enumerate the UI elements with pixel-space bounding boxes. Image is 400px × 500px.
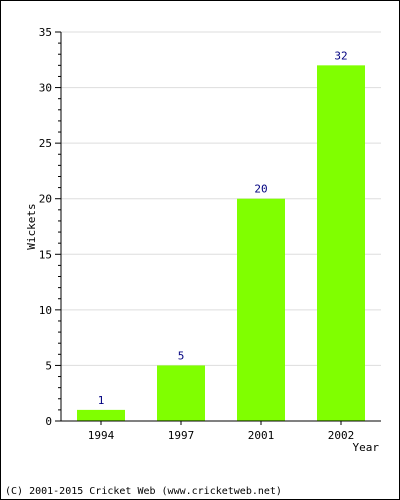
y-tick-label: 25 xyxy=(39,137,52,150)
data-label: 5 xyxy=(178,349,185,362)
x-tick-label: 1994 xyxy=(88,429,115,442)
bar xyxy=(77,409,125,421)
y-tick-label: 35 xyxy=(39,26,52,39)
bar xyxy=(317,65,365,421)
bar xyxy=(157,365,205,421)
data-label: 20 xyxy=(254,183,267,196)
x-tick-label: 2001 xyxy=(248,429,275,442)
x-tick-label: 2002 xyxy=(328,429,355,442)
data-label: 32 xyxy=(334,49,347,62)
y-tick-label: 5 xyxy=(45,359,52,372)
wickets-bar-chart: 0 5 10 15 20 25 30 35 1 1994 5 1997 20 2001 32 2002 Wick… xyxy=(25,26,381,454)
bar xyxy=(237,198,285,421)
x-axis-title: Year xyxy=(353,441,380,454)
y-tick-label: 0 xyxy=(45,415,52,428)
data-label: 1 xyxy=(98,394,105,407)
x-tick-label: 1997 xyxy=(168,429,195,442)
y-tick-label: 10 xyxy=(39,304,52,317)
y-tick-label: 30 xyxy=(39,82,52,95)
y-axis-title: Wickets xyxy=(25,203,38,249)
copyright-footer: (C) 2001-2015 Cricket Web (www.cricketwe… xyxy=(5,486,282,497)
y-tick-label: 20 xyxy=(39,193,52,206)
y-tick-label: 15 xyxy=(39,248,52,261)
